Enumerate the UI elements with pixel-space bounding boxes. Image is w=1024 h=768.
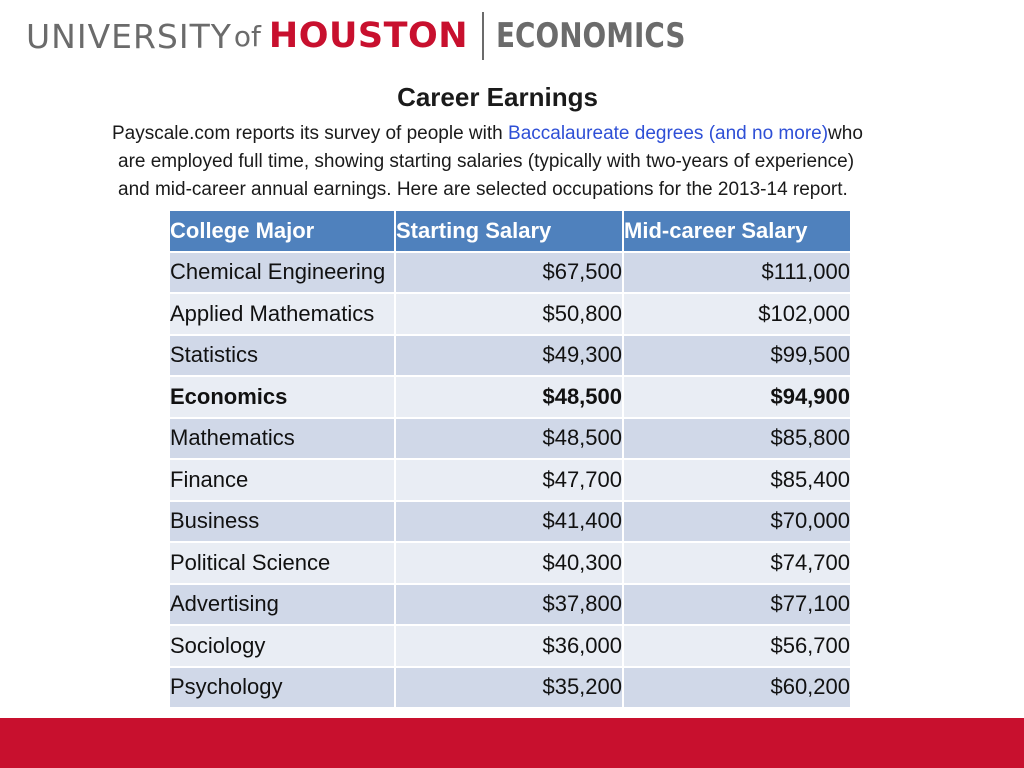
header-starting-salary: Starting Salary	[396, 211, 622, 251]
cell-major: Psychology	[170, 667, 394, 707]
table-row: Mathematics $48,500 $85,800	[170, 418, 850, 458]
intro-line-3: and mid-career annual earnings. Here are…	[118, 179, 848, 200]
intro-line-1: Payscale.com reports its survey of peopl…	[112, 120, 952, 148]
table-header-row: College Major Starting Salary Mid-career…	[170, 211, 850, 251]
cell-major: Chemical Engineering	[170, 252, 394, 292]
cell-mid-career-salary: $60,200	[624, 667, 850, 707]
cell-mid-career-salary: $56,700	[624, 626, 850, 666]
logo-department-text: ECONOMICS	[496, 16, 686, 56]
cell-major: Finance	[170, 460, 394, 500]
cell-mid-career-salary: $74,700	[624, 543, 850, 583]
cell-mid-career-salary: $94,900	[624, 377, 850, 417]
logo-divider	[482, 12, 485, 60]
cell-starting-salary: $48,500	[396, 418, 622, 458]
logo-university-text: UNIVERSITY	[26, 16, 232, 56]
footer-band	[0, 718, 1024, 768]
cell-major: Political Science	[170, 543, 394, 583]
cell-starting-salary: $47,700	[396, 460, 622, 500]
university-logo: UNIVERSITY of HOUSTON ECONOMICS	[26, 8, 727, 64]
header-college-major: College Major	[170, 211, 394, 251]
cell-major: Applied Mathematics	[170, 294, 394, 334]
table-row: Sociology $36,000 $56,700	[170, 626, 850, 666]
intro-text: who	[828, 123, 863, 144]
salary-table: College Major Starting Salary Mid-career…	[168, 209, 852, 709]
cell-starting-salary: $49,300	[396, 335, 622, 375]
table-row: Business $41,400 $70,000	[170, 501, 850, 541]
page-title: Career Earnings	[397, 82, 598, 112]
table-row: Statistics $49,300 $99,500	[170, 335, 850, 375]
table-row: Applied Mathematics $50,800 $102,000	[170, 294, 850, 334]
table-row: Political Science $40,300 $74,700	[170, 543, 850, 583]
cell-major: Sociology	[170, 626, 394, 666]
intro-text: Payscale.com reports its survey of peopl…	[112, 123, 509, 144]
logo-of-text: of	[233, 19, 261, 53]
cell-starting-salary: $67,500	[396, 252, 622, 292]
intro-line-2: are employed full time, showing starting…	[118, 151, 855, 172]
cell-starting-salary: $35,200	[396, 667, 622, 707]
table-body: Chemical Engineering $67,500 $111,000 Appli…	[170, 252, 850, 707]
cell-major: Statistics	[170, 335, 394, 375]
cell-major: Business	[170, 501, 394, 541]
cell-mid-career-salary: $70,000	[624, 501, 850, 541]
cell-starting-salary: $37,800	[396, 584, 622, 624]
intro-paragraph: Payscale.com reports its survey of peopl…	[112, 120, 952, 204]
cell-mid-career-salary: $85,400	[624, 460, 850, 500]
cell-mid-career-salary: $77,100	[624, 584, 850, 624]
cell-mid-career-salary: $85,800	[624, 418, 850, 458]
logo-houston-text: HOUSTON	[268, 16, 469, 56]
table-row: Advertising $37,800 $77,100	[170, 584, 850, 624]
cell-starting-salary: $40,300	[396, 543, 622, 583]
table-row: Economics $48,500 $94,900	[170, 377, 850, 417]
cell-major: Economics	[170, 377, 394, 417]
highlight-text: Baccalaureate degrees (and no more)	[508, 123, 829, 144]
cell-major: Mathematics	[170, 418, 394, 458]
table-row: Psychology $35,200 $60,200	[170, 667, 850, 707]
cell-starting-salary: $41,400	[396, 501, 622, 541]
table-row: Finance $47,700 $85,400	[170, 460, 850, 500]
cell-mid-career-salary: $99,500	[624, 335, 850, 375]
cell-mid-career-salary: $102,000	[624, 294, 850, 334]
cell-starting-salary: $36,000	[396, 626, 622, 666]
cell-mid-career-salary: $111,000	[624, 252, 850, 292]
header-mid-career-salary: Mid-career Salary	[624, 211, 850, 251]
cell-starting-salary: $48,500	[396, 377, 622, 417]
cell-starting-salary: $50,800	[396, 294, 622, 334]
table-row: Chemical Engineering $67,500 $111,000	[170, 252, 850, 292]
cell-major: Advertising	[170, 584, 394, 624]
